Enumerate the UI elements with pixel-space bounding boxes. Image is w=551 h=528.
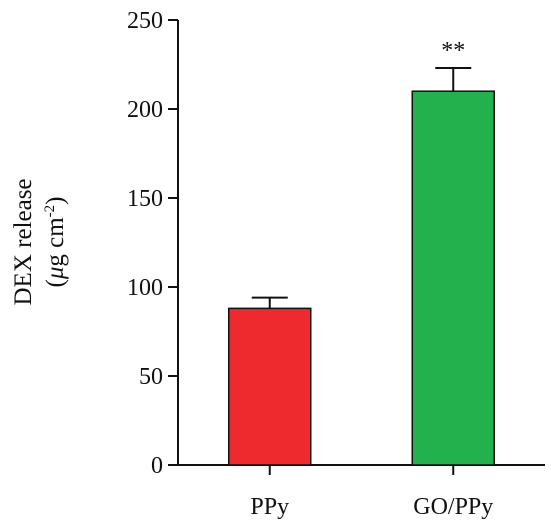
bar [411,90,495,466]
y-axis-unit-exp: -2 [42,205,58,218]
y-axis-unit-close: ) [42,196,69,204]
y-axis: 0 50 100 150 200 250 [127,8,179,479]
y-axis-unit: (μg cm-2) [42,196,69,287]
y-tick-label: 200 [127,97,163,123]
x-axis: PPy GO/PPy [178,464,545,520]
y-axis-unit-open: ( [42,279,69,287]
y-axis-unit-mu: μ [42,267,69,281]
error-bars [251,67,472,309]
significance-label: ** [441,38,465,64]
bar [228,307,312,466]
significance-annotations: ** [441,38,465,64]
y-tick-label: 150 [127,186,163,212]
y-axis-unit-text: g cm [42,217,69,267]
y-tick-label: 50 [139,364,163,390]
x-tick-label: PPy [250,494,289,520]
bars [228,90,495,466]
y-tick-label: 250 [127,8,163,34]
x-tick-label: GO/PPy [413,494,493,520]
y-axis-title-line1: DEX release [10,178,37,305]
y-tick-label: 100 [127,275,163,301]
y-tick-label: 0 [151,453,163,479]
y-axis-title: DEX release [10,178,37,305]
